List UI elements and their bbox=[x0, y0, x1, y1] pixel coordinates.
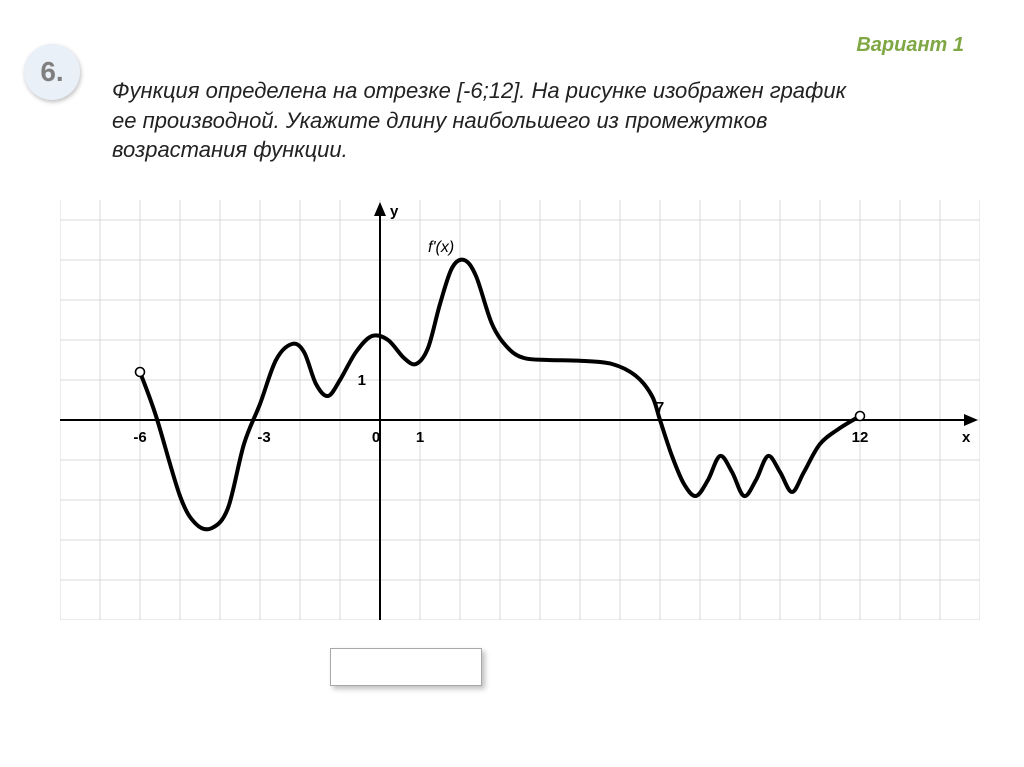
problem-text: Функция определена на отрезке [-6;12]. Н… bbox=[112, 76, 872, 165]
problem-number-badge: 6. bbox=[24, 44, 80, 100]
chart-svg: y x -6 -3 0 1 7 12 1 f'(x) bbox=[60, 200, 980, 620]
svg-text:-3: -3 bbox=[257, 429, 270, 446]
answer-input[interactable] bbox=[330, 648, 482, 686]
problem-number-text: 6. bbox=[40, 56, 63, 88]
svg-text:x: x bbox=[962, 429, 971, 446]
svg-text:12: 12 bbox=[852, 429, 869, 446]
svg-text:f'(x): f'(x) bbox=[428, 239, 454, 256]
svg-text:-6: -6 bbox=[133, 429, 146, 446]
svg-text:1: 1 bbox=[416, 429, 424, 446]
derivative-chart: y x -6 -3 0 1 7 12 1 f'(x) bbox=[60, 200, 980, 620]
svg-text:1: 1 bbox=[358, 372, 366, 389]
svg-text:0: 0 bbox=[372, 429, 380, 446]
svg-text:y: y bbox=[390, 203, 399, 220]
variant-label: Вариант 1 bbox=[856, 34, 964, 57]
svg-text:7: 7 bbox=[656, 399, 664, 416]
